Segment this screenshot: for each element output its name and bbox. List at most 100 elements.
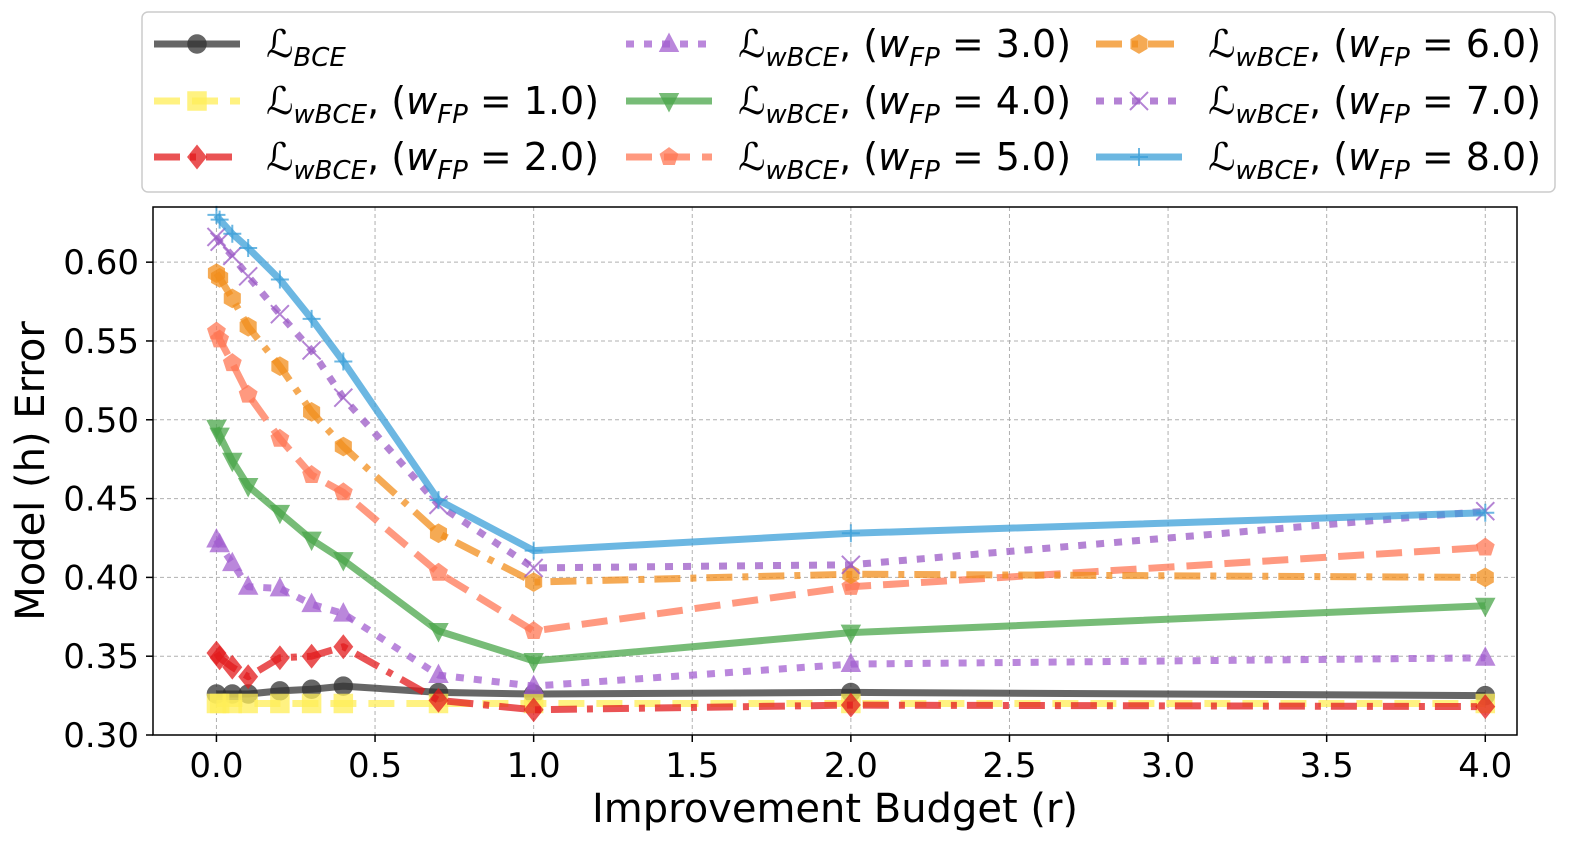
legend-item: ℒwBCE, (wFP = 6.0): [1096, 22, 1541, 73]
legend-marker: [1130, 148, 1148, 166]
data-point: [222, 551, 243, 572]
series-2: [206, 634, 1496, 723]
x-tick-label: 0.0: [189, 746, 243, 786]
legend-label-main: ℒ: [738, 79, 765, 123]
data-point: [333, 693, 354, 714]
legend-label-fp: FP: [1379, 43, 1410, 73]
data-point: [223, 224, 242, 243]
x-tick-label: 3.5: [1300, 746, 1354, 786]
legend-marker: [187, 91, 207, 111]
data-point: [270, 693, 290, 714]
legend-item: ℒwBCE, (wFP = 7.0): [1096, 79, 1541, 130]
legend-item: ℒwBCE, (wFP = 5.0): [626, 135, 1071, 186]
data-point: [523, 697, 544, 723]
legend-label-fp: FP: [437, 100, 468, 130]
data-point: [222, 353, 242, 372]
legend-marker: [187, 144, 207, 170]
legend-item: ℒwBCE, (wFP = 4.0): [626, 79, 1071, 130]
data-point: [523, 558, 544, 578]
legend-label: ℒwBCE, (wFP = 4.0): [738, 79, 1071, 130]
data-point: [238, 664, 259, 690]
data-point: [840, 624, 862, 645]
y-tick-label: 0.40: [63, 558, 139, 598]
data-point: [209, 427, 230, 448]
data-point: [270, 270, 289, 289]
tick-layer: 0.0 0.5 1.0 1.5 2.0 2.5 3.0 3.5 4.0 0.30 0.35 0.40 0…: [63, 243, 1512, 786]
y-tick-label: 0.35: [63, 637, 139, 677]
data-point: [239, 316, 257, 337]
data-point: [209, 231, 230, 252]
legend-label-w: w: [878, 135, 910, 179]
x-tick-label: 1.0: [507, 746, 561, 786]
data-point: [428, 623, 449, 643]
legend-marker: [1129, 91, 1149, 111]
legend-marker: [659, 147, 679, 166]
data-point: [333, 634, 354, 660]
plot-frame: [152, 206, 1518, 736]
data-point: [334, 352, 353, 371]
data-point: [429, 562, 448, 581]
data-point: [207, 205, 226, 224]
legend-marker: [658, 32, 680, 52]
data-point: [210, 210, 229, 229]
data-point: [1475, 646, 1496, 666]
data-point: [301, 592, 322, 613]
legend-marker: [658, 93, 680, 113]
data-point: [239, 238, 258, 257]
x-tick-label: 4.0: [1458, 746, 1512, 786]
data-point: [333, 388, 354, 408]
y-tick-label: 0.50: [63, 401, 139, 441]
legend-label-sub: BCE: [293, 43, 346, 73]
data-point: [1476, 503, 1495, 522]
data-point: [303, 402, 321, 422]
legend-label-prefix: , (: [1309, 22, 1348, 66]
legend-label-main: ℒ: [738, 22, 765, 66]
data-point: [428, 687, 449, 713]
data-point: [237, 478, 259, 498]
data-point: [222, 452, 243, 473]
legend-box: [141, 11, 1556, 193]
data-point: [841, 576, 861, 595]
legend-label-fp: FP: [1379, 100, 1410, 130]
data-point: [222, 246, 243, 266]
data-point: [269, 576, 291, 597]
series-3: [206, 528, 1496, 695]
legend-label-sub: wBCE: [293, 156, 367, 186]
data-point: [429, 523, 448, 544]
legend-label-prefix: , (: [367, 79, 406, 123]
legend-label-sub: wBCE: [765, 156, 839, 186]
legend-label: ℒwBCE, (wFP = 8.0): [1208, 135, 1541, 186]
legend-item: ℒwBCE, (wFP = 1.0): [154, 79, 599, 130]
data-point: [223, 288, 241, 309]
data-point: [840, 692, 861, 718]
data-point: [271, 356, 289, 377]
series-line: [213, 537, 1486, 690]
data-point: [238, 384, 258, 403]
data-point: [428, 663, 449, 684]
legend-label-prefix: , (: [367, 135, 406, 179]
legend-label-sub: wBCE: [1235, 156, 1309, 186]
data-point: [524, 541, 543, 560]
legend-label: ℒwBCE, (wFP = 7.0): [1208, 79, 1541, 130]
legend-label-fp: FP: [909, 100, 940, 130]
legend-item: ℒwBCE, (wFP = 2.0): [154, 135, 599, 186]
legend-label-w: w: [1348, 79, 1380, 123]
legend-label-main: ℒ: [266, 22, 293, 66]
data-point: [523, 674, 544, 695]
legend-label-value: = 6.0): [1410, 22, 1541, 66]
data-point: [270, 428, 290, 447]
legend-label-main: ℒ: [1208, 135, 1235, 179]
legend-label-main: ℒ: [738, 135, 765, 179]
x-tick-label: 1.5: [665, 746, 719, 786]
legend-label-sub: wBCE: [1235, 100, 1309, 130]
data-point: [523, 652, 544, 673]
legend-label-w: w: [406, 79, 438, 123]
data-point: [1476, 567, 1494, 588]
legend-label-fp: FP: [909, 43, 940, 73]
legend-label-main: ℒ: [1208, 79, 1235, 123]
data-point: [525, 572, 543, 592]
legend-label-main: ℒ: [1208, 22, 1235, 66]
data-point: [301, 340, 322, 361]
legend-label-value: = 3.0): [940, 22, 1071, 66]
